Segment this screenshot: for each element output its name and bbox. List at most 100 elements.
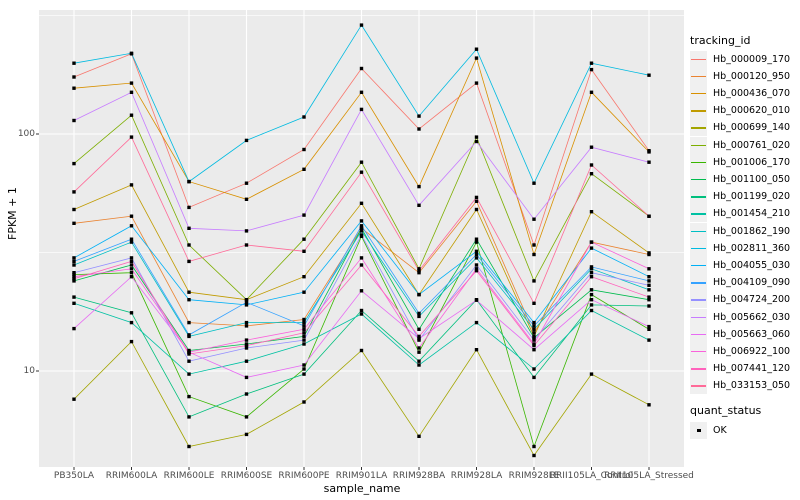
data-point xyxy=(474,240,479,244)
data-point xyxy=(417,292,421,297)
data-point xyxy=(474,320,479,325)
data-point xyxy=(302,367,306,371)
legend-title-tracking-id: tracking_id xyxy=(690,34,751,47)
legend-item: Hb_001199_020 xyxy=(690,188,790,206)
data-point xyxy=(532,338,536,342)
data-point xyxy=(72,263,76,267)
x-tick-label: PB350LA xyxy=(53,471,95,481)
data-point xyxy=(589,288,594,292)
legend-item: Hb_001100_050 xyxy=(690,170,790,188)
data-point xyxy=(72,326,76,331)
data-point xyxy=(417,311,421,316)
data-point xyxy=(474,267,479,271)
data-point xyxy=(129,275,134,279)
data-point xyxy=(647,73,651,77)
data-point xyxy=(187,259,191,264)
data-point xyxy=(532,327,536,331)
data-point xyxy=(647,295,651,299)
data-point xyxy=(474,47,479,51)
data-point xyxy=(474,263,479,267)
legend-item-label: Hb_002811_360 xyxy=(713,242,791,254)
data-point xyxy=(647,283,651,287)
data-point xyxy=(244,300,249,304)
legend-item-label: Hb_000436_070 xyxy=(713,87,791,99)
data-point xyxy=(129,81,134,85)
data-point xyxy=(187,394,191,399)
data-point xyxy=(187,352,191,356)
data-point xyxy=(532,301,536,305)
data-point xyxy=(129,320,134,325)
data-point xyxy=(589,246,594,250)
x-tick-label: RRIM928BA xyxy=(392,471,446,481)
data-point xyxy=(589,275,594,279)
legend-item-label: Hb_004724_200 xyxy=(713,294,791,306)
legend-item-label: Hb_000120_950 xyxy=(713,70,791,82)
data-point xyxy=(532,243,536,247)
data-point xyxy=(244,303,249,307)
data-point xyxy=(474,269,479,273)
data-point xyxy=(359,224,364,228)
data-point xyxy=(302,342,306,346)
data-point xyxy=(532,252,536,257)
data-point xyxy=(417,267,421,271)
data-point xyxy=(589,303,594,307)
data-point xyxy=(474,348,479,352)
data-point xyxy=(589,240,594,244)
data-point xyxy=(244,324,249,328)
data-point xyxy=(187,350,191,354)
legend-item-label: Hb_001100_050 xyxy=(713,173,791,185)
data-point xyxy=(474,81,479,85)
data-point xyxy=(589,67,594,72)
data-point xyxy=(474,135,479,139)
legend-item: Hb_001454_210 xyxy=(690,205,790,223)
data-point xyxy=(359,23,364,27)
legend-item-label: Hb_000009_170 xyxy=(713,53,791,65)
data-point xyxy=(474,252,479,257)
data-point xyxy=(417,184,421,189)
legend-item: Hb_004109_090 xyxy=(690,274,790,292)
ok-point-icon xyxy=(690,421,707,439)
data-point xyxy=(72,259,76,264)
data-point xyxy=(129,339,134,344)
data-point xyxy=(647,288,651,292)
data-point xyxy=(302,290,306,294)
data-point xyxy=(647,304,651,308)
data-point xyxy=(302,324,306,328)
data-point xyxy=(359,201,364,205)
data-point xyxy=(417,271,421,275)
data-point xyxy=(589,172,594,176)
legend-item: Hb_000120_950 xyxy=(690,67,790,85)
data-point xyxy=(359,348,364,353)
data-point xyxy=(647,160,651,164)
data-point xyxy=(532,375,536,380)
y-tick-label: 100 xyxy=(17,129,35,139)
data-point xyxy=(589,292,594,297)
data-point xyxy=(302,320,306,325)
data-point xyxy=(417,334,421,339)
data-point xyxy=(589,267,594,271)
legend-item-label: Hb_004055_030 xyxy=(713,259,791,271)
data-point xyxy=(187,359,191,363)
data-point xyxy=(244,415,249,419)
legend-line-key-icon xyxy=(690,325,707,343)
data-point xyxy=(302,237,306,241)
data-point xyxy=(244,392,249,396)
data-point xyxy=(589,298,594,302)
data-point xyxy=(187,226,191,230)
data-point xyxy=(417,203,421,207)
data-point xyxy=(532,217,536,221)
data-point xyxy=(187,444,191,449)
data-point xyxy=(359,308,364,313)
legend-item: Hb_000761_020 xyxy=(690,136,790,154)
data-point xyxy=(532,320,536,325)
data-point xyxy=(129,259,134,264)
legend-item-label: Hb_001862_190 xyxy=(713,225,791,237)
data-point xyxy=(187,179,191,184)
legend-line-key-icon xyxy=(690,205,707,223)
data-point xyxy=(72,277,76,281)
data-point xyxy=(532,181,536,185)
data-point xyxy=(589,210,594,214)
data-point xyxy=(187,372,191,376)
legend-item: Hb_006922_100 xyxy=(690,342,790,360)
data-point xyxy=(532,279,536,283)
